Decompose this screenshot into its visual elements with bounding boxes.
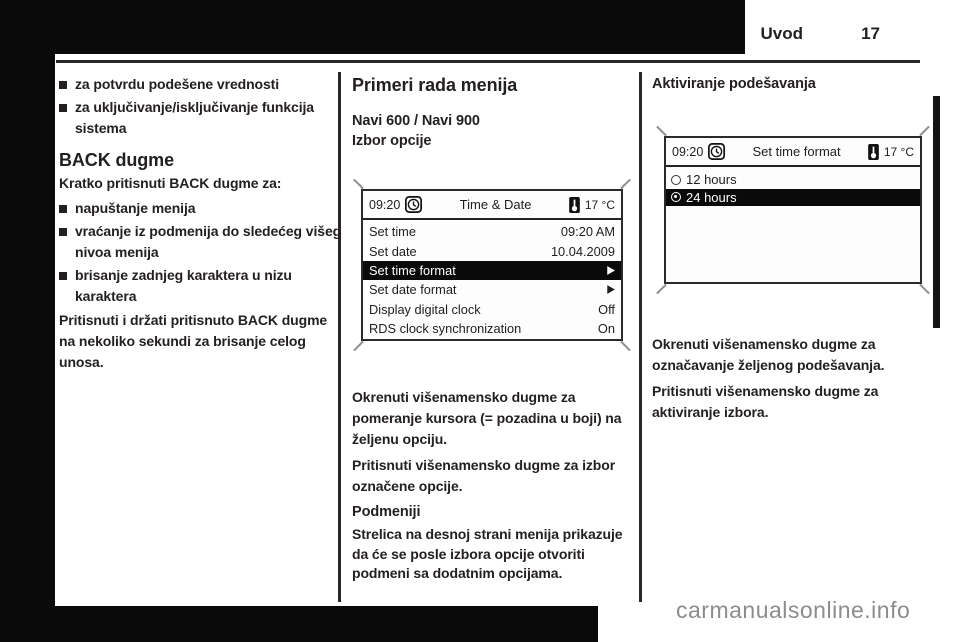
clock-time: 09:20 — [369, 197, 401, 212]
radio-selected-icon — [671, 192, 681, 203]
menu-item-set-time: Set time 09:20 AM — [363, 222, 621, 241]
screen-title: Time & Date — [459, 197, 532, 212]
photo-corner-mark — [620, 178, 631, 190]
photo-corner-mark — [919, 125, 930, 137]
menu-list: Set time 09:20 AM Set date 10.04.2009 Se… — [363, 220, 621, 339]
paragraph: Pritisnuti višenamensko dugme za izbor o… — [352, 457, 616, 495]
bullet-text: napuštanje menija — [75, 200, 196, 216]
clock-icon — [405, 196, 423, 213]
scan-edge-top — [0, 0, 745, 54]
running-header: Uvod 17 — [0, 24, 920, 48]
option-24-hours: 24 hours — [666, 188, 920, 206]
page-edge-shadow — [933, 96, 940, 328]
menu-item-label: RDS clock synchronization — [369, 321, 522, 337]
menu-item-value: 10.04.2009 — [550, 243, 615, 259]
bullet-text: vraćanje iz podmenija do sledećeg višeg … — [75, 223, 342, 260]
bullet-list: napuštanje menija vraćanje iz podmenija … — [59, 198, 343, 307]
subsection-heading: Izbor opcije — [352, 133, 432, 149]
section-heading-back: BACK dugme — [59, 150, 174, 170]
menu-item-label: Set date — [369, 243, 417, 259]
list-item: za uključivanje/isključivanje funkcija s… — [59, 97, 343, 139]
screen-header: 09:20 Time & Date 17 °C — [363, 191, 621, 220]
scan-edge-bottom — [0, 606, 598, 642]
square-bullet-icon — [59, 228, 67, 236]
thermometer-icon — [868, 143, 879, 160]
photo-corner-mark — [620, 341, 631, 352]
menu-item-display-digital-clock: Display digital clock Off — [363, 300, 621, 319]
paragraph: Okrenuti višenamensko dugme za označavan… — [652, 336, 885, 373]
list-item: za potvrdu podešene vrednosti — [59, 74, 343, 95]
model-names: Navi 600 / Navi 900 — [352, 113, 480, 129]
menu-item-value: On — [597, 321, 615, 337]
section-heading: Primeri rada menija — [352, 75, 518, 95]
square-bullet-icon — [59, 81, 67, 89]
list-item: vraćanje iz podmenija do sledećeg višeg … — [59, 221, 343, 263]
menu-item-label: Set time format — [369, 262, 456, 278]
photo-corner-mark — [919, 283, 930, 295]
option-list: 12 hours 24 hours — [666, 167, 920, 206]
bullet-text: za potvrdu podešene vrednosti — [75, 76, 280, 92]
bullet-text: brisanje zadnjeg karaktera u nizu karakt… — [75, 267, 292, 304]
infotainment-screen: 09:20 Time & Date 17 °C Set time 09:20 A… — [361, 189, 623, 342]
page-number: 17 — [861, 24, 880, 43]
option-12-hours: 12 hours — [666, 171, 920, 189]
menu-item-set-date: Set date 10.04.2009 — [363, 241, 621, 260]
watermark: carmanualsonline.info — [676, 597, 911, 623]
screen-title: Set time format — [752, 144, 841, 159]
menu-item-label: Set time — [369, 224, 416, 240]
screenshot-set-time-format: 09:20 Set time format 17 °C 12 hours — [656, 125, 930, 295]
clock-time: 09:20 — [672, 144, 704, 159]
paragraph: Pritisnuti i držati pritisnuto BACK dugm… — [59, 312, 328, 370]
menu-item-label: Display digital clock — [369, 301, 481, 317]
option-label: 12 hours — [686, 172, 737, 188]
bullet-list: za potvrdu podešene vrednosti za uključi… — [59, 74, 343, 139]
option-label: 24 hours — [686, 189, 737, 205]
menu-item-label: Set date format — [369, 282, 457, 298]
photo-corner-mark — [353, 178, 364, 190]
photo-corner-mark — [656, 125, 667, 137]
column-divider — [639, 72, 642, 602]
menu-item-value: Off — [598, 301, 615, 317]
section-heading: Aktiviranje podešavanja — [652, 76, 816, 92]
submenu-arrow-icon: ▶ — [607, 264, 615, 277]
menu-item-rds-clock-sync: RDS clock synchronization On — [363, 319, 621, 338]
outside-temperature: 17 °C — [883, 144, 914, 159]
scan-edge-left — [0, 0, 55, 642]
menu-item-value: 09:20 AM — [560, 224, 615, 240]
paragraph: Strelica na desnoj strani menija prikazu… — [352, 526, 623, 582]
list-item: brisanje zadnjeg karaktera u nizu karakt… — [59, 265, 343, 307]
menu-item-set-date-format: Set date format ▶ — [363, 280, 621, 299]
outside-temperature: 17 °C — [584, 197, 615, 212]
square-bullet-icon — [59, 272, 67, 280]
chapter-title: Uvod — [760, 24, 804, 43]
menu-item-set-time-format: Set time format ▶ — [363, 260, 621, 281]
paragraph: Pritisnuti višenamensko dugme za aktivir… — [652, 383, 879, 420]
photo-corner-mark — [353, 341, 364, 352]
clock-icon — [708, 143, 726, 160]
screen-header: 09:20 Set time format 17 °C — [666, 138, 920, 167]
list-item: napuštanje menija — [59, 198, 343, 219]
infotainment-screen: 09:20 Set time format 17 °C 12 hours — [664, 136, 922, 284]
photo-corner-mark — [656, 283, 667, 295]
header-rule — [56, 60, 920, 63]
subsection-heading-submenus: Podmeniji — [352, 504, 421, 521]
screenshot-time-date: 09:20 Time & Date 17 °C Set time 09:20 A… — [353, 178, 631, 352]
radio-unselected-icon — [671, 174, 681, 185]
paragraph: Okrenuti višenamensko dugme za pomeranje… — [352, 389, 622, 448]
thermometer-icon — [569, 196, 580, 213]
square-bullet-icon — [59, 205, 67, 213]
submenu-arrow-icon: ▶ — [607, 283, 615, 297]
bullet-text: za uključivanje/isključivanje funkcija s… — [75, 99, 314, 136]
column-divider — [338, 72, 341, 602]
middle-column: Primeri rada menija Navi 600 / Navi 900 … — [352, 72, 632, 584]
left-column: za potvrdu podešene vrednosti za uključi… — [59, 72, 343, 373]
right-column: Aktiviranje podešavanja 09:20 Set time f… — [652, 72, 934, 423]
paragraph: Kratko pritisnuti BACK dugme za: — [59, 175, 282, 191]
square-bullet-icon — [59, 104, 67, 112]
